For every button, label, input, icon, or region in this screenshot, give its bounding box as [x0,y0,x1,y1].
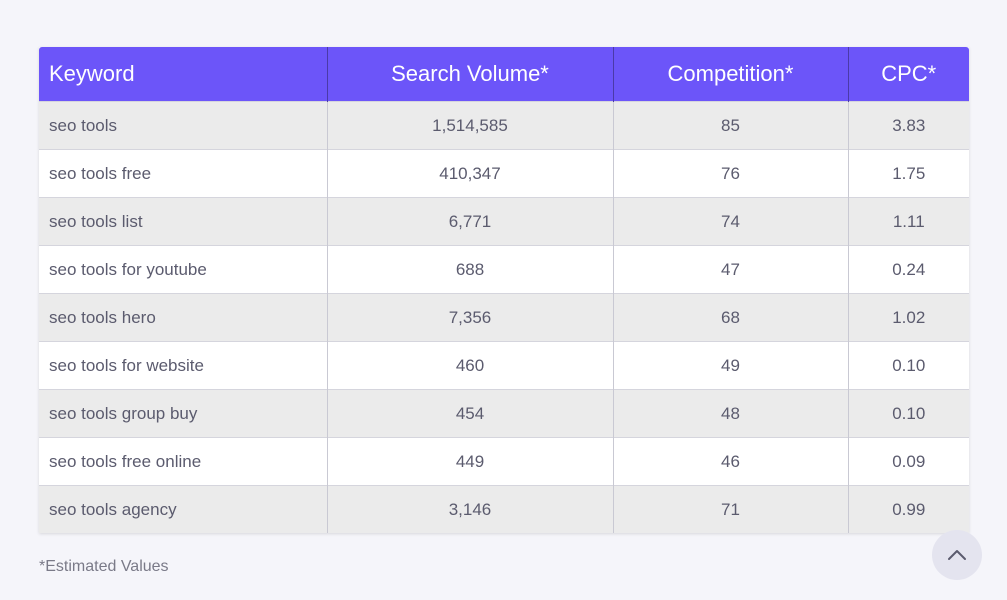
cell-search-volume: 688 [326,245,613,294]
cell-competition: 76 [612,149,848,198]
cell-search-volume: 3,146 [326,485,613,533]
cell-search-volume: 7,356 [326,293,613,342]
cell-keyword: seo tools list [39,197,327,246]
header-search-volume: Search Volume* [326,47,613,102]
cell-keyword: seo tools free online [39,437,327,486]
cell-cpc: 1.75 [847,149,969,198]
cell-competition: 46 [612,437,848,486]
cell-search-volume: 460 [326,341,613,390]
cell-keyword: seo tools free [39,149,327,198]
table-row: seo tools 1,514,585 85 3.83 [39,101,969,150]
table-row: seo tools for youtube 688 47 0.24 [39,245,969,294]
cell-cpc: 0.99 [847,485,969,533]
cell-cpc: 1.02 [847,293,969,342]
keyword-table-container: Keyword Search Volume* Competition* CPC*… [39,47,969,533]
table-row: seo tools hero 7,356 68 1.02 [39,293,969,342]
cell-cpc: 0.10 [847,341,969,390]
cell-competition: 85 [612,101,848,150]
chevron-up-icon [948,550,966,560]
cell-cpc: 0.24 [847,245,969,294]
cell-competition: 49 [612,341,848,390]
cell-cpc: 0.09 [847,437,969,486]
cell-search-volume: 449 [326,437,613,486]
header-cpc: CPC* [847,47,969,102]
cell-search-volume: 454 [326,389,613,438]
cell-cpc: 0.10 [847,389,969,438]
scroll-to-top-button[interactable] [932,530,982,580]
cell-competition: 47 [612,245,848,294]
table-row: seo tools group buy 454 48 0.10 [39,389,969,438]
cell-search-volume: 410,347 [326,149,613,198]
cell-search-volume: 6,771 [326,197,613,246]
cell-keyword: seo tools for website [39,341,327,390]
cell-competition: 74 [612,197,848,246]
header-competition: Competition* [612,47,848,102]
cell-keyword: seo tools hero [39,293,327,342]
cell-keyword: seo tools [39,101,327,150]
cell-keyword: seo tools for youtube [39,245,327,294]
cell-cpc: 3.83 [847,101,969,150]
table-row: seo tools free online 449 46 0.09 [39,437,969,486]
table-header-row: Keyword Search Volume* Competition* CPC* [39,47,969,102]
table-row: seo tools agency 3,146 71 0.99 [39,485,969,533]
table-row: seo tools list 6,771 74 1.11 [39,197,969,246]
cell-competition: 71 [612,485,848,533]
cell-keyword: seo tools agency [39,485,327,533]
cell-keyword: seo tools group buy [39,389,327,438]
table-row: seo tools free 410,347 76 1.75 [39,149,969,198]
cell-cpc: 1.11 [847,197,969,246]
cell-search-volume: 1,514,585 [326,101,613,150]
cell-competition: 68 [612,293,848,342]
table-row: seo tools for website 460 49 0.10 [39,341,969,390]
cell-competition: 48 [612,389,848,438]
keyword-table: Keyword Search Volume* Competition* CPC*… [39,47,969,533]
header-keyword: Keyword [39,47,327,102]
estimated-values-footnote: *Estimated Values [39,558,169,575]
